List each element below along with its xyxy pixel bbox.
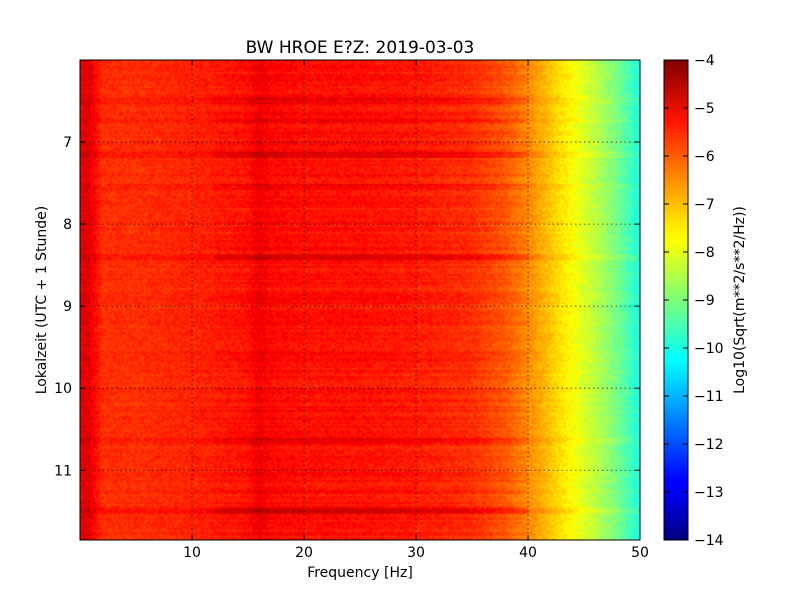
colorbar-tick-label-4: −8	[694, 245, 715, 261]
colorbar-tick-label-3: −7	[694, 197, 715, 213]
x-tick-label-50: 50	[631, 545, 649, 561]
colorbar-tick-label-10: −14	[694, 533, 724, 549]
spectrogram-image	[80, 60, 640, 540]
y-tick-label-9: 9	[63, 299, 72, 315]
x-tick-label-10: 10	[183, 545, 201, 561]
chart-title: BW HROE E?Z: 2019-03-03	[246, 38, 475, 58]
x-axis-label: Frequency [Hz]	[307, 565, 413, 581]
x-tick-label-30: 30	[407, 545, 425, 561]
colorbar-tick-label-8: −12	[694, 437, 724, 453]
y-tick-label-7: 7	[63, 135, 72, 151]
y-tick-label-8: 8	[63, 217, 72, 233]
y-axis-ticks: 7 8 9 10 11	[54, 135, 640, 479]
heatmap-raster	[80, 60, 640, 540]
colorbar-label: Log10(Sqrt(m**2/s**2/Hz))	[732, 206, 748, 394]
colorbar-tick-label-0: −4	[694, 53, 715, 69]
plot-frame	[79, 59, 641, 541]
x-tick-label-20: 20	[295, 545, 313, 561]
colorbar-tick-label-2: −6	[694, 149, 715, 165]
colorbar-tick-label-9: −13	[694, 485, 724, 501]
y-axis-label: Lokalzeit (UTC + 1 Stunde)	[34, 206, 50, 395]
colorbar-tick-label-6: −10	[694, 341, 724, 357]
colorbar-tick-label-7: −11	[694, 389, 724, 405]
colorbar-ticks: −4 −5 −6 −7 −8 −9 −10 −11 −12 −13 −14	[664, 53, 724, 549]
y-tick-label-11: 11	[54, 463, 72, 479]
colorbar-tick-label-5: −9	[694, 293, 715, 309]
x-axis-ticks: 10 20 30 40 50	[183, 60, 649, 561]
grid-lines	[80, 60, 640, 540]
colorbar-tick-label-1: −5	[694, 101, 715, 117]
y-tick-label-10: 10	[54, 381, 72, 397]
x-tick-label-40: 40	[519, 545, 537, 561]
